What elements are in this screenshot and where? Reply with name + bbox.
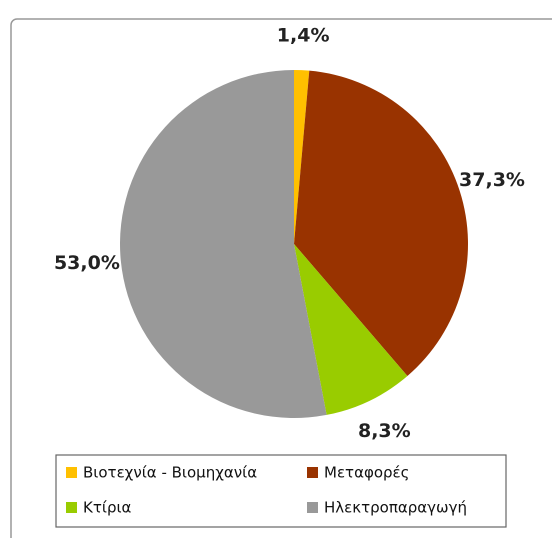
pie-slice bbox=[294, 70, 310, 244]
legend-swatch bbox=[66, 502, 77, 513]
legend-swatch bbox=[307, 467, 318, 478]
pie-slice bbox=[294, 244, 408, 415]
chart-frame bbox=[10, 18, 552, 542]
legend-swatch bbox=[307, 502, 318, 513]
legend-label: Βιοτεχνία - Βιομηχανία bbox=[83, 464, 257, 482]
pie-slice bbox=[294, 70, 468, 376]
legend-label: Κτίρια bbox=[83, 499, 132, 517]
legend-label: Μεταφορές bbox=[324, 464, 409, 482]
data-label: 8,3% bbox=[358, 420, 411, 442]
legend-label: Ηλεκτροπαραγωγή bbox=[324, 499, 467, 517]
data-label: 37,3% bbox=[459, 169, 525, 191]
legend-box bbox=[55, 454, 507, 528]
data-label: 1,4% bbox=[277, 25, 330, 47]
data-label: 53,0% bbox=[54, 252, 120, 274]
legend-swatch bbox=[66, 467, 77, 478]
pie-slice bbox=[120, 70, 327, 418]
